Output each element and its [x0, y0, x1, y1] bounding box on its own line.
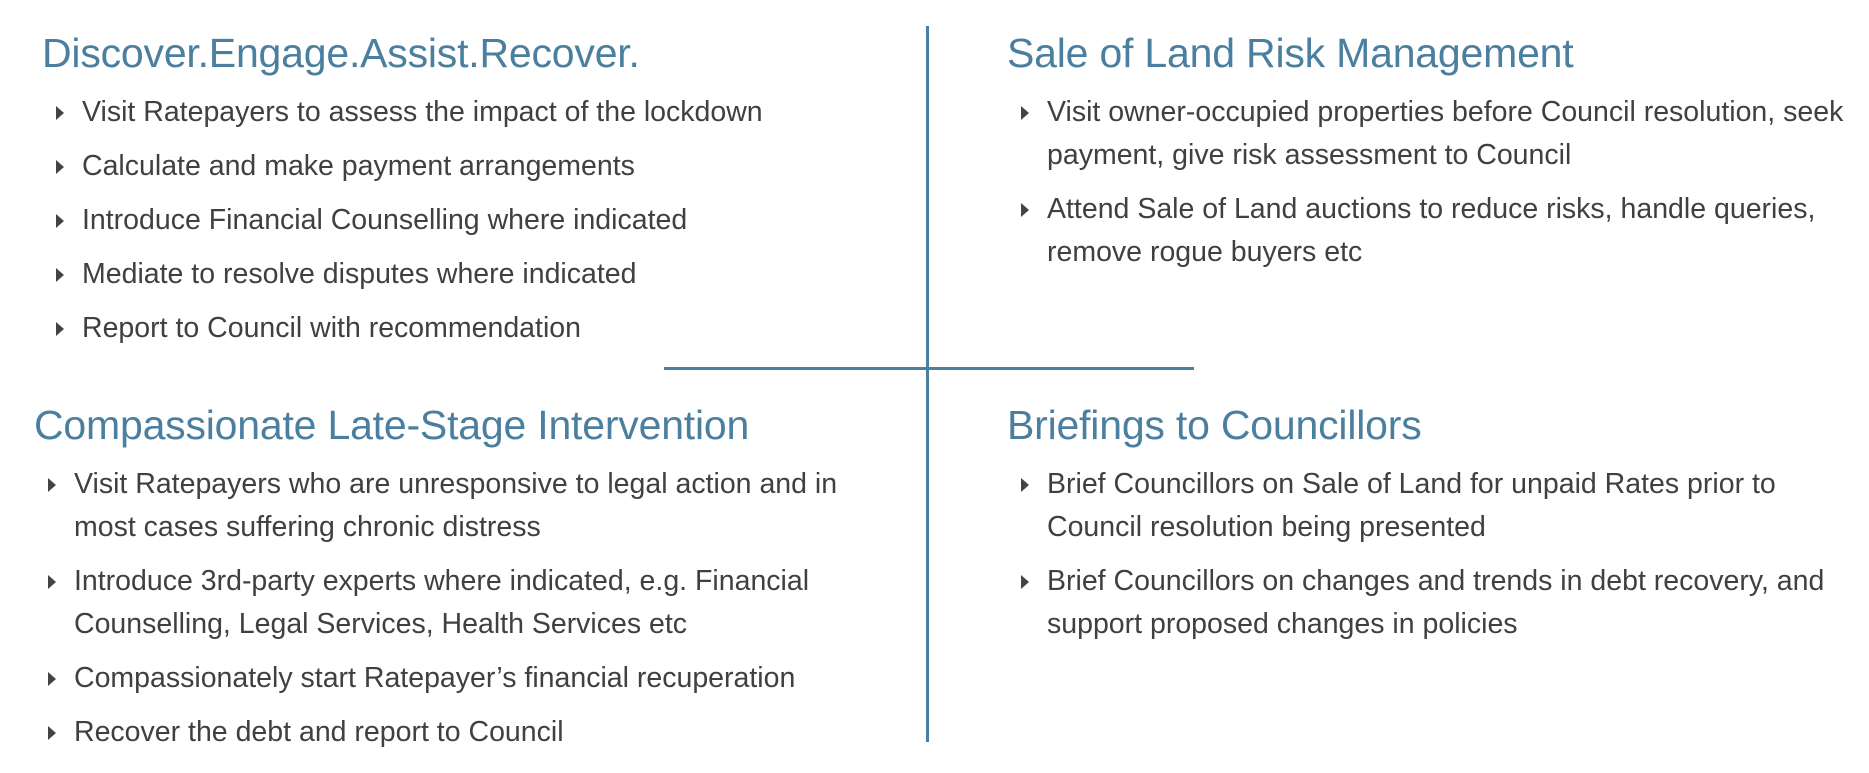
- list-item-text: Compassionately start Ratepayer’s financ…: [74, 662, 796, 694]
- list-item-text: Brief Councillors on changes and trends …: [1047, 565, 1825, 640]
- caret-right-icon: [1021, 575, 1029, 589]
- list-item: Visit owner-occupied properties before C…: [1007, 91, 1847, 177]
- list-item-text: Attend Sale of Land auctions to reduce r…: [1047, 193, 1816, 268]
- list-item-text: Brief Councillors on Sale of Land for un…: [1047, 468, 1776, 543]
- caret-right-icon: [56, 106, 64, 120]
- bullet-list: Visit owner-occupied properties before C…: [1007, 91, 1847, 274]
- list-item: Brief Councillors on Sale of Land for un…: [1007, 463, 1847, 549]
- list-item: Visit Ratepayers to assess the impact of…: [42, 91, 892, 134]
- quadrant-title: Briefings to Councillors: [1007, 402, 1422, 448]
- list-item-text: Report to Council with recommendation: [82, 312, 581, 344]
- caret-right-icon: [56, 214, 64, 228]
- caret-right-icon: [56, 160, 64, 174]
- list-item-text: Calculate and make payment arrangements: [82, 150, 635, 182]
- vertical-divider: [926, 26, 929, 742]
- list-item: Calculate and make payment arrangements: [42, 145, 892, 188]
- quadrant-sale-of-land-risk: Sale of Land Risk Management Visit owner…: [1007, 29, 1847, 285]
- list-item: Brief Councillors on changes and trends …: [1007, 560, 1847, 646]
- quadrant-briefings-councillors: Briefings to Councillors Brief Councillo…: [1007, 401, 1847, 657]
- bullet-list: Visit Ratepayers to assess the impact of…: [42, 91, 892, 350]
- caret-right-icon: [48, 478, 56, 492]
- list-item-text: Visit owner-occupied properties before C…: [1047, 96, 1844, 171]
- caret-right-icon: [56, 268, 64, 282]
- list-item: Compassionately start Ratepayer’s financ…: [34, 657, 892, 700]
- list-item-text: Introduce 3rd-party experts where indica…: [74, 565, 810, 640]
- quadrant-title: Compassionate Late-Stage Intervention: [34, 402, 750, 448]
- list-item-text: Recover the debt and report to Council: [74, 716, 564, 748]
- caret-right-icon: [48, 575, 56, 589]
- list-item: Introduce 3rd-party experts where indica…: [34, 560, 892, 646]
- quadrant-discover-engage: Discover.Engage.Assist.Recover. Visit Ra…: [42, 29, 892, 361]
- caret-right-icon: [56, 322, 64, 336]
- quadrant-title: Discover.Engage.Assist.Recover.: [42, 30, 640, 76]
- bullet-list: Visit Ratepayers who are unresponsive to…: [34, 463, 892, 754]
- list-item: Visit Ratepayers who are unresponsive to…: [34, 463, 892, 549]
- list-item: Mediate to resolve disputes where indica…: [42, 253, 892, 296]
- list-item-text: Mediate to resolve disputes where indica…: [82, 258, 637, 290]
- caret-right-icon: [1021, 203, 1029, 217]
- bullet-list: Brief Councillors on Sale of Land for un…: [1007, 463, 1847, 646]
- list-item: Report to Council with recommendation: [42, 307, 892, 350]
- list-item-text: Visit Ratepayers who are unresponsive to…: [74, 468, 838, 543]
- caret-right-icon: [1021, 106, 1029, 120]
- list-item-text: Introduce Financial Counselling where in…: [82, 204, 688, 236]
- list-item: Recover the debt and report to Council: [34, 711, 892, 754]
- list-item: Attend Sale of Land auctions to reduce r…: [1007, 188, 1847, 274]
- list-item: Introduce Financial Counselling where in…: [42, 199, 892, 242]
- list-item-text: Visit Ratepayers to assess the impact of…: [82, 96, 763, 128]
- caret-right-icon: [48, 726, 56, 740]
- caret-right-icon: [1021, 478, 1029, 492]
- quadrant-compassionate-intervention: Compassionate Late-Stage Intervention Vi…: [34, 401, 892, 765]
- horizontal-divider: [664, 367, 1194, 370]
- caret-right-icon: [48, 672, 56, 686]
- quadrant-title: Sale of Land Risk Management: [1007, 30, 1574, 76]
